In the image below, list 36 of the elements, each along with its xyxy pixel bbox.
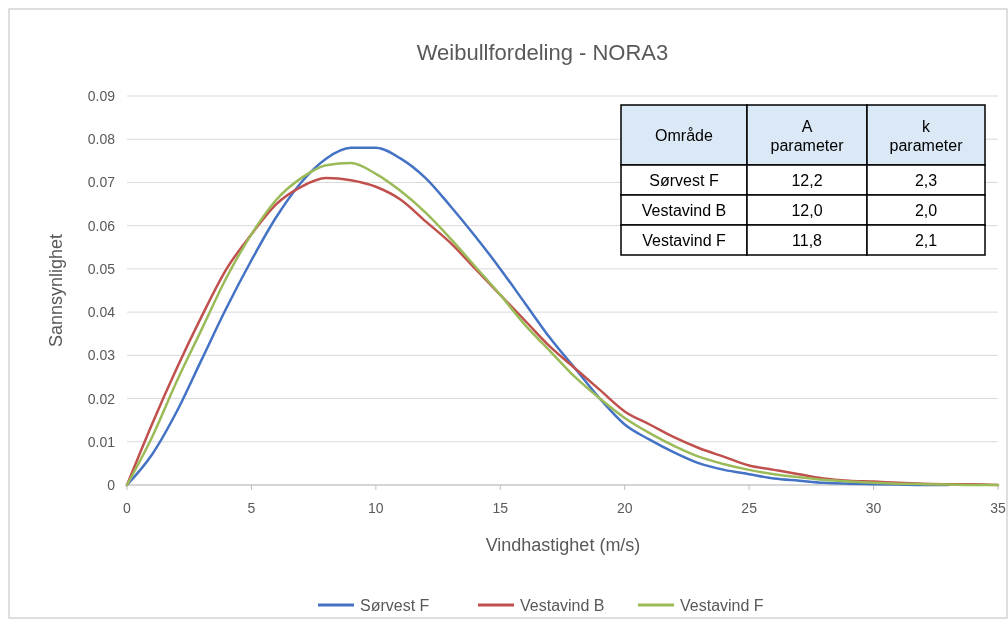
legend-label: Sørvest F — [360, 597, 430, 614]
y-tick-label: 0.02 — [87, 390, 116, 407]
annotation: k parameter — [889, 118, 964, 154]
chart-title: Weibullfordeling - NORA3 — [416, 40, 669, 65]
annotation: Vestavind B — [641, 202, 727, 219]
y-tick-label: 0.05 — [87, 260, 116, 277]
legend-label: Vestavind F — [680, 597, 764, 614]
y-tick-label: 0.01 — [87, 433, 116, 450]
x-tick-label: 0 — [123, 500, 132, 516]
y-tick-label: 0.04 — [87, 304, 116, 321]
x-axis-title: Vindhastighet (m/s) — [485, 535, 641, 555]
x-tick-label: 35 — [990, 500, 1006, 516]
x-tick-label: 10 — [368, 500, 384, 516]
annotation: 12,0 — [791, 202, 823, 219]
annotation: 11,8 — [792, 232, 823, 249]
legend-label: Vestavind B — [520, 597, 605, 614]
annotation: Område — [655, 127, 713, 144]
annotation: Vestavind F — [642, 232, 727, 249]
y-tick-label: 0.03 — [87, 347, 116, 364]
x-tick-label: 30 — [865, 500, 882, 516]
x-tick-label: 15 — [492, 500, 509, 516]
y-tick-label: 0.09 — [87, 88, 116, 104]
y-tick-label: 0.08 — [87, 131, 116, 148]
x-tick-label: 20 — [616, 500, 633, 516]
annotation: Sørvest F — [649, 172, 719, 189]
y-tick-label: 0 — [107, 477, 116, 493]
annotation: 2,1 — [914, 232, 938, 249]
annotation: 2,0 — [914, 202, 938, 219]
y-tick-label: 0.07 — [87, 174, 116, 191]
y-tick-label: 0.06 — [87, 217, 116, 234]
annotation: 12,2 — [791, 172, 823, 189]
x-tick-label: 25 — [741, 500, 758, 516]
x-tick-label: 5 — [247, 500, 256, 516]
annotation: A parameter — [770, 118, 845, 154]
annotation: 2,3 — [914, 172, 938, 189]
y-axis-title: Sannsynlighet — [46, 233, 66, 348]
